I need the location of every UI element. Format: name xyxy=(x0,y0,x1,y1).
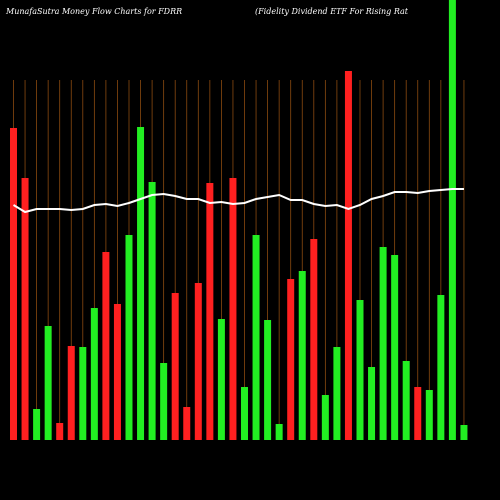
bar xyxy=(310,239,318,440)
bar xyxy=(414,387,422,440)
bar xyxy=(241,387,248,440)
bar xyxy=(217,319,225,440)
bar xyxy=(252,235,260,440)
bar xyxy=(379,247,387,440)
bar xyxy=(194,283,202,440)
bar xyxy=(67,346,75,440)
bar xyxy=(437,295,445,440)
plot-area xyxy=(10,0,468,440)
bar xyxy=(275,424,283,440)
bar xyxy=(206,183,214,440)
bar xyxy=(344,71,352,440)
bar xyxy=(125,235,133,440)
bar xyxy=(368,367,376,440)
bar xyxy=(21,178,29,440)
bar xyxy=(425,390,433,440)
bar xyxy=(33,409,41,440)
bar xyxy=(137,127,145,440)
bar xyxy=(448,0,456,440)
bar xyxy=(229,178,237,440)
bar xyxy=(171,293,179,440)
bar xyxy=(298,271,306,440)
trend-line xyxy=(12,188,464,214)
bar xyxy=(460,425,468,440)
bar xyxy=(79,347,87,440)
bar xyxy=(356,300,364,440)
bar xyxy=(113,304,121,440)
bar xyxy=(264,320,272,440)
bar xyxy=(44,326,52,440)
chart-title: MunafaSutra Money Flow Charts for FDRR xyxy=(5,7,182,16)
bar xyxy=(148,182,156,440)
bar xyxy=(10,128,17,440)
bar xyxy=(183,407,191,440)
bar xyxy=(102,252,110,440)
bar xyxy=(391,255,399,440)
bar xyxy=(160,363,168,440)
bar xyxy=(90,308,98,440)
bar xyxy=(402,361,410,440)
chart-subtitle: (Fidelity Dividend ETF For Rising Rat xyxy=(255,7,409,16)
bar xyxy=(287,279,295,440)
bar xyxy=(321,395,329,440)
bar xyxy=(333,347,341,440)
bar xyxy=(56,423,64,440)
